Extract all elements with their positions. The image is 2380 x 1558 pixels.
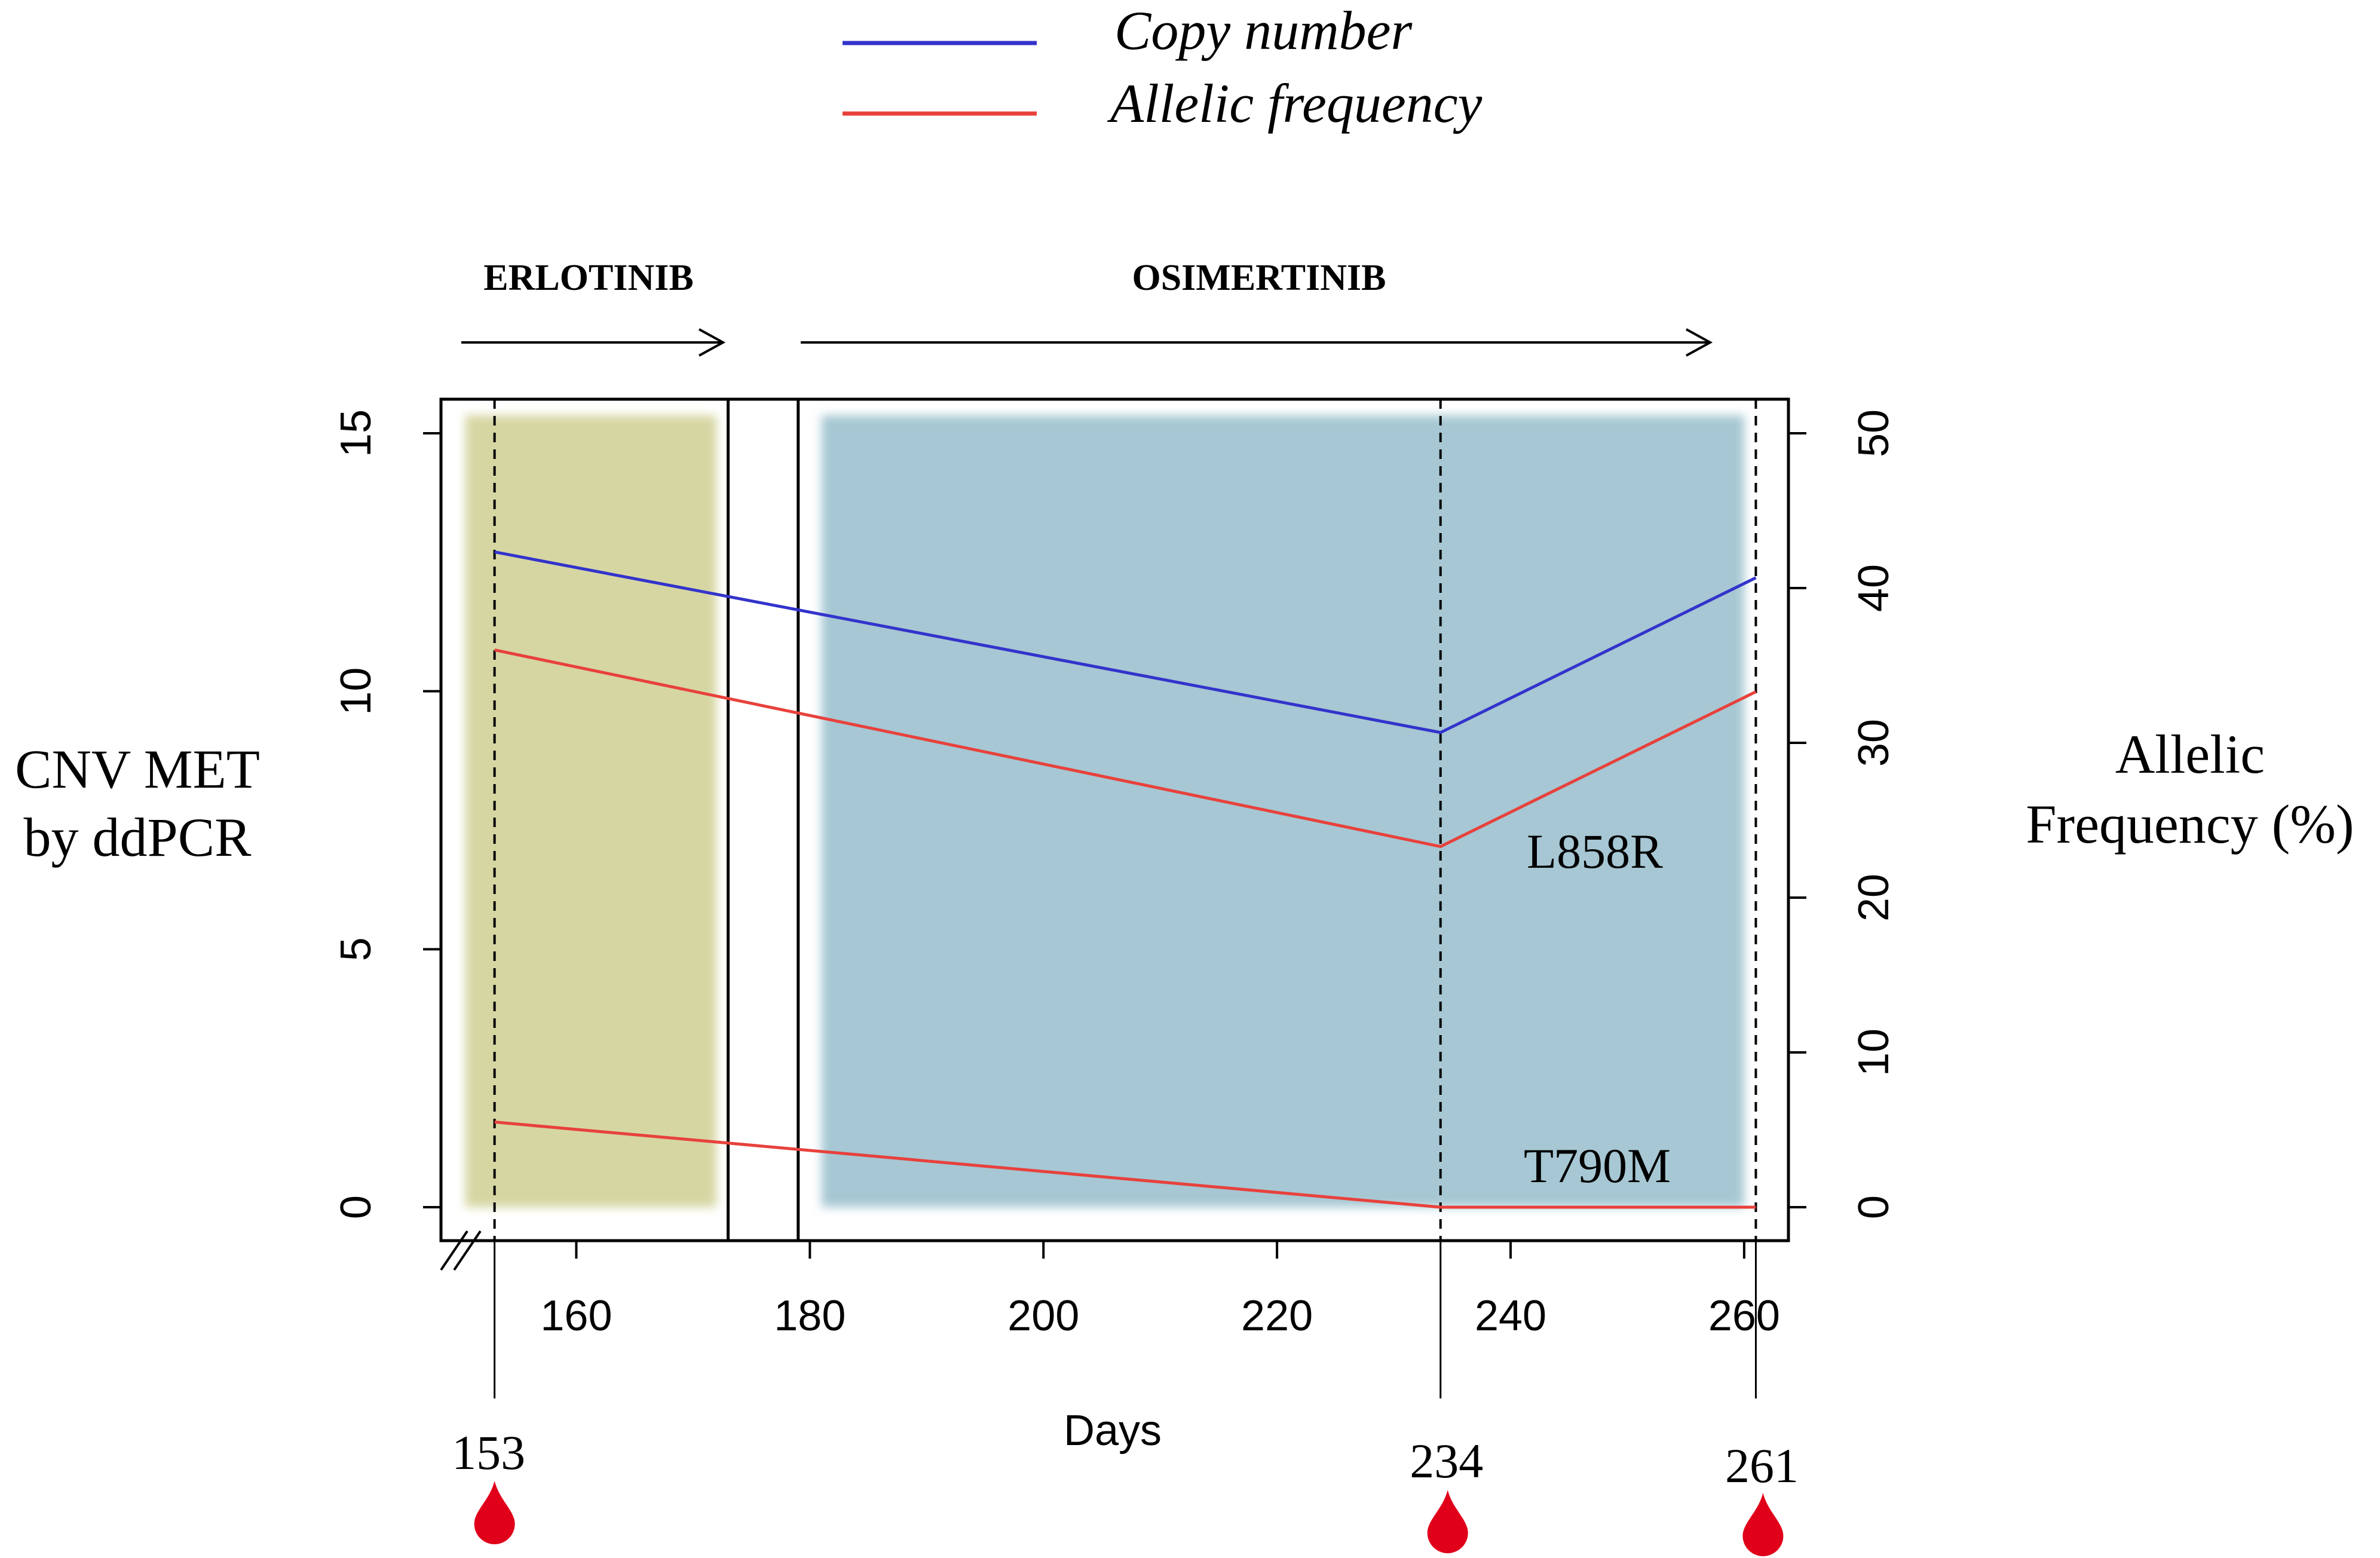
treatment-bands [465, 415, 1744, 1207]
y-axis-title-line1: CNV MET [15, 739, 260, 800]
sample-markers: 153 234 261 [452, 1425, 1799, 1556]
x-tick-label-200: 200 [1007, 1292, 1079, 1340]
series-line-copy-number [494, 550, 1757, 734]
y2-tick-label-10: 10 [1850, 1029, 1898, 1076]
legend-copy-number-label: Copy number [1114, 0, 1413, 61]
x-tick-label-240: 240 [1475, 1292, 1546, 1340]
y-tick-label-10: 10 [332, 668, 380, 715]
treatment-band-erlotinib [465, 415, 716, 1207]
series-line-allelic-frequency-l858r [494, 648, 1757, 849]
sample-day-lines [493, 399, 1757, 1398]
data-series [494, 550, 1757, 1209]
l858r-label: L858R [1527, 824, 1663, 879]
blood-drop-icon [1742, 1493, 1784, 1556]
legend-allelic-frequency-label: Allelic frequency [1107, 73, 1482, 134]
t790m-label: T790M [1524, 1138, 1671, 1193]
erlotinib-arrow [461, 328, 726, 357]
y-axis-title-line2: by ddPCR [24, 807, 252, 868]
plot-area: 160 180 200 220 240 260 0 5 10 15 0 10 20 30 40 50 [332, 397, 1898, 1398]
osimertinib-arrow [801, 328, 1713, 357]
y2-tick-label-0: 0 [1850, 1195, 1898, 1219]
erlotinib-label: ERLOTINIB [483, 258, 693, 298]
y-tick-label-5: 5 [332, 937, 380, 961]
x-axis: 160 180 200 220 240 260 [540, 1239, 1780, 1340]
y-tick-label-0: 0 [332, 1195, 380, 1219]
sample-day-label: 261 [1725, 1438, 1799, 1493]
blood-drop-icon [1427, 1490, 1468, 1553]
series-line-allelic-frequency-t790m [494, 1121, 1756, 1209]
x-tick-label-260: 260 [1708, 1292, 1780, 1340]
x-tick-label-220: 220 [1241, 1292, 1313, 1340]
y-axis-left: 0 5 10 15 [332, 409, 441, 1219]
x-tick-label-180: 180 [774, 1292, 846, 1340]
treatment-switch-lines [727, 399, 800, 1241]
osimertinib-label: OSIMERTINIB [1132, 258, 1386, 298]
treatment-labels: ERLOTINIB OSIMERTINIB [461, 258, 1713, 357]
y-axis-right: 0 10 20 30 40 50 [1788, 409, 1898, 1219]
sample-day-label: 234 [1410, 1434, 1483, 1488]
y-tick-label-15: 15 [332, 409, 380, 457]
treatment-band-osimertinib [821, 415, 1744, 1207]
y2-tick-label-20: 20 [1850, 874, 1898, 922]
x-tick-label-160: 160 [540, 1292, 612, 1340]
y2-tick-label-50: 50 [1850, 409, 1898, 457]
y2-axis-title-line2: Frequency (%) [2026, 794, 2354, 855]
y2-axis-title-line1: Allelic [2115, 724, 2265, 785]
y2-tick-label-40: 40 [1850, 564, 1898, 612]
y2-tick-label-30: 30 [1850, 719, 1898, 767]
legend: Copy number Allelic frequency [843, 0, 1482, 134]
blood-drop-icon [474, 1481, 515, 1544]
axis-break-icon [440, 1230, 482, 1271]
x-axis-title: Days [1064, 1407, 1162, 1455]
sample-day-label: 153 [452, 1425, 525, 1480]
